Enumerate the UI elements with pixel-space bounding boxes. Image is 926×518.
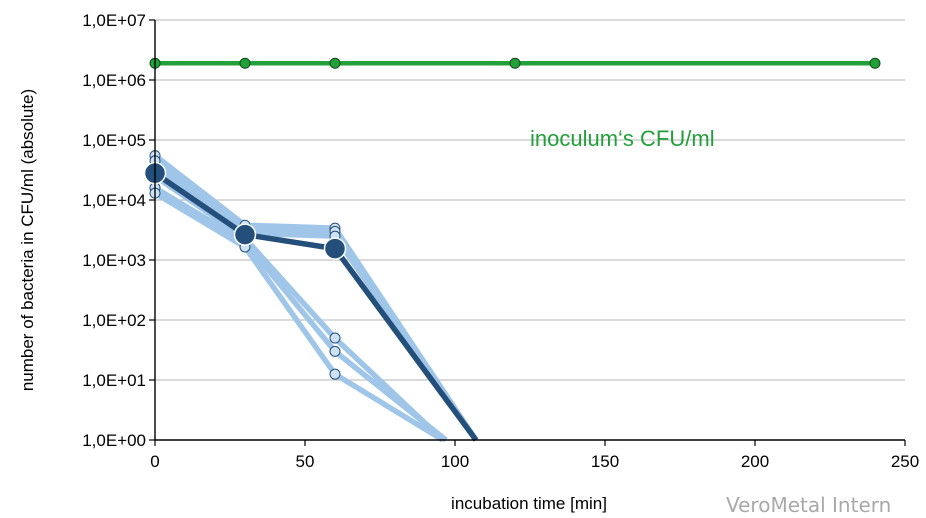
y-tick-label: 1,0E+05 [82, 131, 146, 150]
x-tick-label: 0 [150, 452, 159, 471]
series-markers [143, 57, 881, 380]
replicate-data-point [329, 345, 341, 357]
replicate-data-point [329, 368, 341, 380]
x-tick-labels: 0 50 100 150 200 250 [150, 452, 919, 471]
y-tick-label: 1,0E+04 [82, 191, 146, 210]
mean-series-line [153, 170, 479, 442]
mean-data-point [323, 237, 347, 260]
x-tick-label: 200 [741, 452, 769, 471]
y-tick-label: 1,0E+03 [82, 251, 146, 270]
x-tick-label: 50 [296, 452, 315, 471]
replicate-series-line [153, 190, 445, 443]
inoculum-annotation: inoculum‘s CFU/ml [530, 126, 715, 151]
series-lines [153, 61, 875, 443]
mean-data-point [233, 223, 257, 246]
x-tick-label: 150 [591, 452, 619, 471]
inoculum-data-point [509, 57, 521, 69]
replicate-data-point [329, 332, 341, 344]
gridlines [155, 19, 905, 381]
replicate-series-line [153, 185, 448, 443]
x-axis-title: incubation time [min] [451, 494, 607, 513]
y-tick-label: 1,0E+01 [82, 371, 146, 390]
x-tick-label: 250 [891, 452, 919, 471]
y-tick-labels: 1,0E+00 1,0E+01 1,0E+02 1,0E+03 1,0E+04 1,0E+… [82, 11, 146, 450]
inoculum-data-point [239, 57, 251, 69]
x-tick-label: 100 [441, 452, 469, 471]
y-tick-label: 1,0E+02 [82, 311, 146, 330]
axes [149, 19, 906, 446]
y-tick-label: 1,0E+06 [82, 71, 146, 90]
y-tick-label: 1,0E+00 [82, 431, 146, 450]
inoculum-data-point [329, 57, 341, 69]
inoculum-data-point [869, 57, 881, 69]
replicate-series-line [153, 165, 479, 442]
y-axis-title: number of bacteria in CFU/ml (absolute) [18, 89, 37, 391]
watermark-text: VeroMetal Intern [726, 494, 892, 517]
y-tick-label: 1,0E+07 [82, 11, 146, 30]
